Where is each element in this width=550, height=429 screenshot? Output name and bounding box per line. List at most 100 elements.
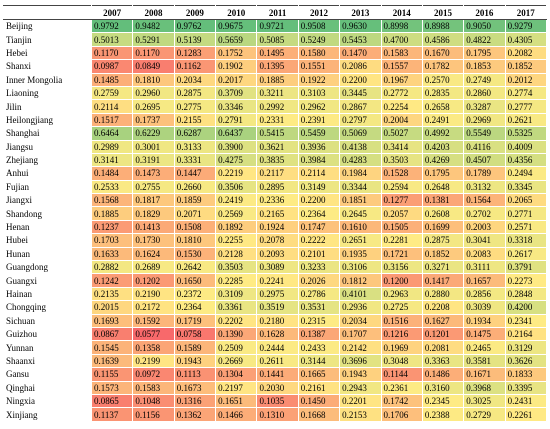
column-header: 2007 [90,5,134,20]
cell: 0.2388 [421,407,465,422]
cell: 0.0849 [132,59,175,74]
cell: 0.2219 [215,166,258,181]
cell: 0.1387 [297,326,341,342]
cell: 0.3001 [132,139,175,154]
cell: 0.3089 [256,260,299,275]
table-row: Henan 0.1237 0.1413 0.1508 0.1892 0.1924 0.174… [3,219,548,235]
cell: 0.0577 [132,326,175,342]
cell: 0.3696 [339,353,382,369]
row-label: Qinghai [3,380,92,395]
cell: 0.5459 [297,126,341,141]
row-label: Beijing [3,18,92,34]
row-label: Jiangsu [3,139,92,154]
cell: 0.5139 [173,32,217,47]
cell: 0.2856 [463,286,506,302]
table-row: Xinjiang 0.1137 0.1156 0.1362 0.1466 0.1310 0.… [3,407,548,422]
table-row: Hebei 0.1170 0.1170 0.1283 0.1752 0.1495 0.158… [3,45,548,61]
cell: 0.3445 [339,85,382,101]
cell: 0.1589 [173,340,217,355]
row-label: Jiangxi [3,193,92,208]
table-row: Jilin 0.2114 0.2695 0.2775 0.3346 0.2992 0.296… [3,99,548,114]
cell: 0.2491 [421,112,465,128]
row-label: Hunan [3,246,92,262]
cell: 0.2201 [339,393,382,409]
cell: 0.1277 [380,193,423,208]
cell: 0.3581 [463,353,506,369]
table-row: Sichuan 0.1693 0.1592 0.1719 0.2202 0.2180 0.2… [3,313,548,328]
row-label: Zhejiang [3,152,92,168]
row-label: Jilin [3,99,92,114]
column-header: 2012 [297,5,341,20]
cell: 0.2164 [504,326,548,342]
cell: 0.9792 [90,18,134,34]
cell: 0.2755 [132,179,175,195]
cell: 0.2199 [132,353,175,369]
cell: 0.1484 [90,166,134,181]
cell: 0.3414 [380,139,423,154]
cell: 0.2026 [297,273,341,288]
row-label: Guangdong [3,260,92,275]
cell: 0.1310 [256,407,299,422]
cell: 0.2775 [173,99,217,114]
table-row: Qinghai 0.1573 0.1583 0.1673 0.2197 0.2030 0.2… [3,380,548,395]
cell: 0.3346 [215,99,258,114]
cell: 0.3156 [380,260,423,275]
cell: 0.2336 [256,193,299,208]
cell: 0.2759 [90,85,134,101]
cell: 0.2749 [463,72,506,87]
cell: 0.1852 [504,59,548,74]
cell: 0.1829 [132,206,175,221]
table-row: Inner Mongolia 0.1485 0.1810 0.2034 0.2017 0.… [3,72,548,87]
cell: 0.2078 [256,233,299,248]
table-row: Jiangsu 0.2989 0.3001 0.3133 0.3900 0.3621 0.3… [3,139,548,154]
cell: 0.2433 [297,340,341,355]
cell: 0.4822 [463,32,506,47]
cell: 0.2611 [256,353,299,369]
cell: 0.2989 [90,139,134,154]
cell: 0.2860 [463,85,506,101]
cell: 0.1485 [90,72,134,87]
cell: 0.1812 [339,273,382,288]
cell: 0.2345 [421,393,465,409]
cell: 0.1639 [90,353,134,369]
cell: 0.1495 [256,45,299,61]
cell: 0.1568 [90,193,134,208]
cell: 0.1202 [132,273,175,288]
cell: 0.9482 [132,18,175,34]
cell: 0.2419 [215,193,258,208]
cell: 0.2197 [215,380,258,395]
table-row: Ningxia 0.0865 0.1048 0.1316 0.1651 0.1035 0.1… [3,393,548,409]
cell: 0.1473 [132,166,175,181]
cell: 0.2180 [256,313,299,328]
table-row: Liaoning 0.2759 0.2960 0.2875 0.3709 0.3211 0.… [3,85,548,101]
cell: 0.3331 [173,152,217,168]
cell: 0.2569 [215,206,258,221]
cell: 0.3132 [463,179,506,195]
cell: 0.2975 [256,286,299,302]
table-row: Guangxi 0.1242 0.1202 0.1650 0.2285 0.2241 0.2… [3,273,548,288]
cell: 0.3791 [504,260,548,275]
row-label: Guangxi [3,273,92,288]
cell: 0.1657 [463,273,506,288]
cell: 0.3144 [297,353,341,369]
cell: 0.5027 [380,126,423,141]
cell: 0.2943 [339,380,382,395]
cell: 0.2771 [504,206,548,221]
cell: 0.1651 [215,393,258,409]
cell: 0.2034 [339,313,382,328]
header-row: 2007 2008 2009 2010 2011 2012 2013 2014 2015 2016… [3,5,548,20]
cell: 0.2391 [297,112,341,128]
cell: 0.0972 [132,367,175,382]
cell: 0.2848 [504,286,548,302]
cell: 0.1671 [463,367,506,382]
cell: 0.6287 [173,126,217,141]
cell: 0.2364 [297,206,341,221]
table-row: Anhui 0.1484 0.1473 0.1447 0.2219 0.2117 0.211… [3,166,548,181]
table-row: Shaanxi 0.1639 0.2199 0.1943 0.2669 0.2611 0.3… [3,353,548,369]
cell: 0.2254 [380,99,423,114]
cell: 0.3129 [504,340,548,355]
cell: 0.3531 [297,300,341,315]
cell: 0.1943 [173,353,217,369]
cell: 0.1390 [215,326,258,342]
cell: 0.1693 [90,313,134,328]
